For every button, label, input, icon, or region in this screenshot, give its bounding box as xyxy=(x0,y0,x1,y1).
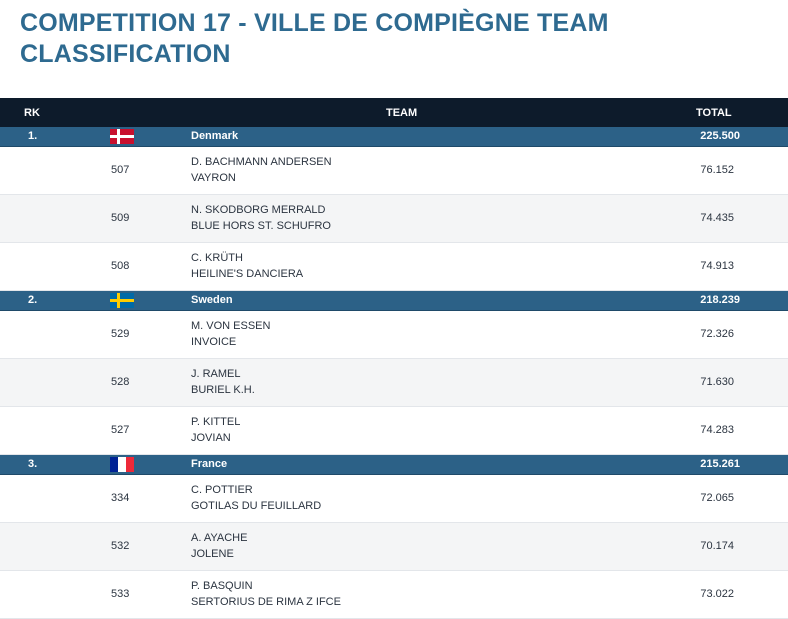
team-classification-table: RK TEAM TOTAL 1. Denmark 225.500 507 D. … xyxy=(0,98,788,619)
rider-name: C. KRÜTH xyxy=(191,252,243,264)
team-row-sweden: 2. Sweden 218.239 xyxy=(0,291,788,311)
rider-number: 529 xyxy=(111,328,130,340)
rider-name: M. VON ESSEN xyxy=(191,320,271,332)
header-rank: RK xyxy=(24,107,40,119)
rider-score: 70.174 xyxy=(700,540,734,552)
rider-score: 74.283 xyxy=(700,424,734,436)
rider-number: 509 xyxy=(111,212,130,224)
horse-name: BLUE HORS ST. SCHUFRO xyxy=(191,220,331,232)
rider-row: 334 C. POTTIER GOTILAS DU FEUILLARD 72.0… xyxy=(0,475,788,523)
page-title: COMPETITION 17 - VILLE DE COMPIÈGNE TEAM… xyxy=(20,9,609,68)
team-rank: 2. xyxy=(28,294,38,306)
rider-score: 71.630 xyxy=(700,376,734,388)
horse-name: GOTILAS DU FEUILLARD xyxy=(191,500,322,512)
rider-row: 508 C. KRÜTH HEILINE'S DANCIERA 74.913 xyxy=(0,243,788,291)
rider-number: 532 xyxy=(111,540,130,552)
team-total: 215.261 xyxy=(700,458,740,470)
team-name: Sweden xyxy=(191,294,233,306)
horse-name: INVOICE xyxy=(191,336,237,348)
team-name: Denmark xyxy=(191,130,239,142)
rider-name: C. POTTIER xyxy=(191,484,253,496)
rider-row: 509 N. SKODBORG MERRALD BLUE HORS ST. SC… xyxy=(0,195,788,243)
rider-number: 528 xyxy=(111,376,130,388)
team-total: 225.500 xyxy=(700,130,740,142)
rider-score: 72.326 xyxy=(700,328,734,340)
rider-row: 507 D. BACHMANN ANDERSEN VAYRON 76.152 xyxy=(0,147,788,195)
rider-number: 527 xyxy=(111,424,130,436)
table-header: RK TEAM TOTAL xyxy=(0,98,788,127)
team-row-france: 3. France 215.261 xyxy=(0,455,788,475)
rider-name: N. SKODBORG MERRALD xyxy=(191,204,326,216)
rider-score: 74.435 xyxy=(700,212,734,224)
sweden-flag-icon xyxy=(110,293,134,308)
rider-name: P. BASQUIN xyxy=(191,580,253,592)
header-total: TOTAL xyxy=(696,107,732,119)
horse-name: SERTORIUS DE RIMA Z IFCE xyxy=(191,596,341,608)
rider-name: P. KITTEL xyxy=(191,416,241,428)
rider-row: 532 A. AYACHE JOLENE 70.174 xyxy=(0,523,788,571)
rider-name: A. AYACHE xyxy=(191,532,248,544)
rider-number: 507 xyxy=(111,164,130,176)
team-row-denmark: 1. Denmark 225.500 xyxy=(0,127,788,147)
rider-score: 74.913 xyxy=(700,260,734,272)
horse-name: HEILINE'S DANCIERA xyxy=(191,268,304,280)
rider-row: 533 P. BASQUIN SERTORIUS DE RIMA Z IFCE … xyxy=(0,571,788,619)
horse-name: JOVIAN xyxy=(191,432,231,444)
team-rank: 1. xyxy=(28,130,38,142)
rider-name: J. RAMEL xyxy=(191,368,241,380)
horse-name: BURIEL K.H. xyxy=(191,384,255,396)
rider-row: 529 M. VON ESSEN INVOICE 72.326 xyxy=(0,311,788,359)
rider-row: 527 P. KITTEL JOVIAN 74.283 xyxy=(0,407,788,455)
team-total: 218.239 xyxy=(700,294,740,306)
rider-number: 508 xyxy=(111,260,130,272)
rider-name: D. BACHMANN ANDERSEN xyxy=(191,156,332,168)
rider-score: 73.022 xyxy=(700,588,734,600)
rider-score: 76.152 xyxy=(700,164,734,176)
team-rank: 3. xyxy=(28,458,38,470)
france-flag-icon xyxy=(110,457,134,472)
horse-name: JOLENE xyxy=(191,548,234,560)
denmark-flag-icon xyxy=(110,129,134,144)
rider-row: 528 J. RAMEL BURIEL K.H. 71.630 xyxy=(0,359,788,407)
rider-score: 72.065 xyxy=(700,492,734,504)
horse-name: VAYRON xyxy=(191,172,236,184)
rider-number: 533 xyxy=(111,588,130,600)
rider-number: 334 xyxy=(111,492,130,504)
header-team: TEAM xyxy=(386,107,418,119)
team-name: France xyxy=(191,458,228,470)
